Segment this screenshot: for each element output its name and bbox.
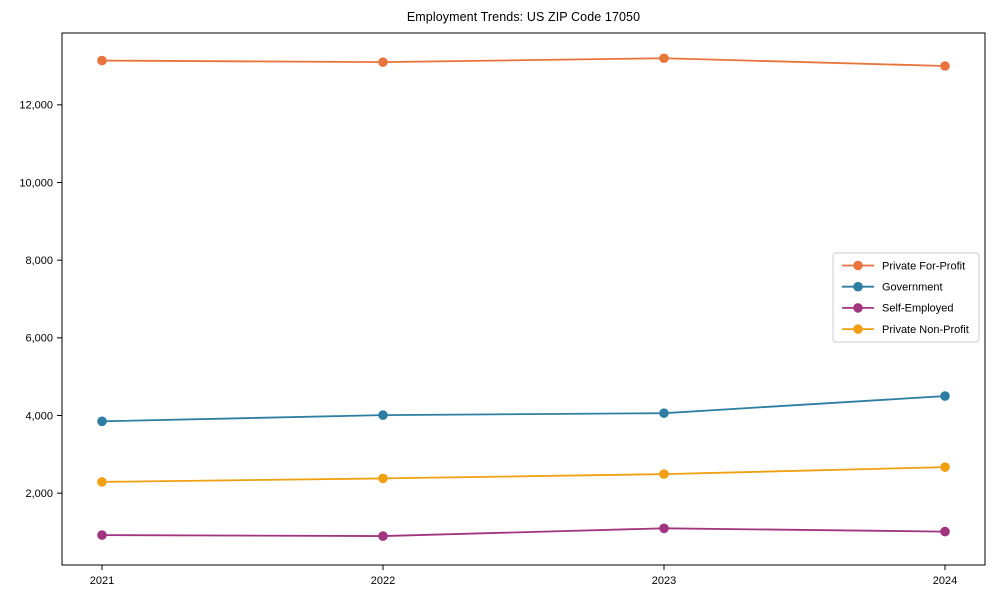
- legend-marker: [853, 324, 863, 334]
- data-point-government: [378, 410, 388, 420]
- legend-box: [832, 252, 980, 343]
- y-tick-label: 10,000: [19, 177, 53, 189]
- y-tick-label: 8,000: [25, 255, 53, 267]
- legend-entry-private-non-profit: Private Non-Profit: [842, 324, 969, 336]
- x-tick-label: 2023: [652, 575, 676, 587]
- y-tick-label: 2,000: [25, 488, 53, 500]
- data-point-government: [659, 408, 669, 418]
- series-line-self-employed: [101, 527, 946, 537]
- data-point-private-for-profit: [659, 53, 669, 64]
- series-line-government: [101, 395, 946, 423]
- x-tick-label: 2024: [933, 575, 957, 587]
- legend-marker: [853, 281, 863, 292]
- series-line-private-for-profit: [101, 57, 946, 67]
- data-point-private-non-profit: [97, 477, 107, 487]
- data-point-government: [97, 416, 107, 427]
- legend-marker: [853, 303, 863, 313]
- data-point-self-employed: [97, 530, 107, 540]
- y-tick-label: 6,000: [25, 333, 53, 345]
- data-point-self-employed: [659, 523, 669, 534]
- legend-label: Self-Employed: [882, 303, 954, 315]
- series-line-private-non-profit: [101, 466, 946, 483]
- legend: Private For-Profit Government Self-Employe…: [832, 252, 980, 343]
- plot-frame: [61, 32, 986, 566]
- data-point-self-employed: [378, 531, 388, 541]
- legend-entry-self-employed: Self-Employed: [842, 303, 954, 315]
- x-tick-label: 2021: [90, 575, 114, 587]
- y-tick-label: 12,000: [19, 100, 53, 112]
- legend-marker: [853, 260, 863, 271]
- legend-label: Government: [882, 282, 943, 294]
- data-point-private-for-profit: [378, 57, 388, 67]
- y-tick-label: 4,000: [25, 410, 53, 422]
- data-point-private-non-profit: [378, 473, 388, 484]
- data-point-self-employed: [940, 526, 950, 537]
- legend-entry-private-for-profit: Private For-Profit: [842, 260, 965, 272]
- legend-label: Private For-Profit: [882, 260, 965, 272]
- legend-label: Private Non-Profit: [882, 324, 969, 336]
- data-point-private-non-profit: [659, 469, 669, 479]
- chart-title: Employment Trends: US ZIP Code 17050: [406, 10, 641, 24]
- legend-entry-government: Government: [842, 282, 943, 294]
- data-point-private-for-profit: [97, 55, 107, 66]
- data-point-private-for-profit: [940, 61, 950, 71]
- data-point-government: [940, 391, 950, 401]
- x-tick-label: 2022: [371, 575, 395, 587]
- data-point-private-non-profit: [940, 462, 950, 472]
